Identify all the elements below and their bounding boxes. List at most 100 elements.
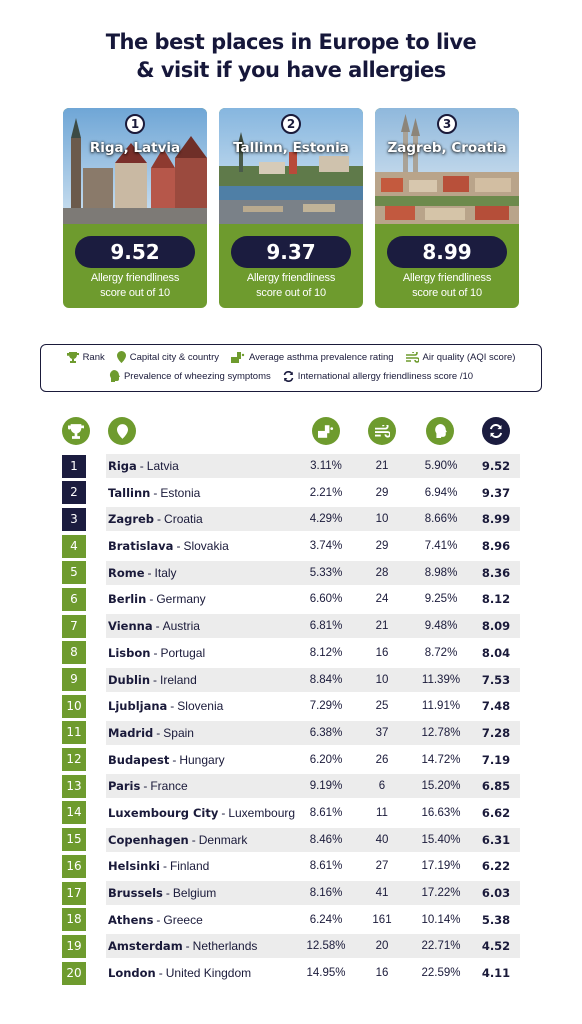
asthma-cell: 8.61% bbox=[309, 806, 343, 819]
place-cell: Budapest - Hungary bbox=[108, 747, 225, 773]
rank-badge: 3 bbox=[437, 114, 457, 134]
aqi-cell: 161 bbox=[372, 913, 392, 926]
separator: - bbox=[157, 512, 162, 527]
header-score bbox=[482, 417, 510, 445]
country-name: Croatia bbox=[164, 512, 203, 527]
wheeze-cell: 14.72% bbox=[421, 753, 461, 766]
legend-score-label: International allergy friendliness score… bbox=[297, 370, 474, 382]
asthma-cell: 6.20% bbox=[309, 753, 343, 766]
place-cell: Madrid - Spain bbox=[108, 720, 194, 746]
row-band bbox=[106, 934, 520, 959]
city-name: Madrid bbox=[108, 725, 154, 740]
legend-air-label: Air quality (AQI score) bbox=[422, 351, 516, 363]
table-row: 1 Riga - Latvia 3.11% 21 5.90% 9.52 bbox=[62, 453, 520, 480]
table-row: 3 Zagreb - Croatia 4.29% 10 8.66% 8.99 bbox=[62, 506, 520, 533]
score-cell: 6.31 bbox=[481, 832, 511, 847]
table-row: 15 Copenhagen - Denmark 8.46% 40 15.40% 6.31 bbox=[62, 827, 520, 854]
asthma-cell: 6.24% bbox=[309, 913, 343, 926]
country-name: Austria bbox=[162, 619, 200, 634]
separator: - bbox=[156, 725, 161, 740]
place-cell: Amsterdam - Netherlands bbox=[108, 933, 257, 959]
score-cell: 7.19 bbox=[481, 752, 511, 767]
wheeze-cell: 22.71% bbox=[421, 940, 461, 953]
place-cell: Lisbon - Portugal bbox=[108, 640, 205, 666]
city-name: Zagreb bbox=[108, 512, 155, 527]
score-cell: 9.37 bbox=[481, 485, 511, 500]
legend-air: Air quality (AQI score) bbox=[405, 351, 516, 363]
table-row: 14 Luxembourg City - Luxembourg 8.61% 11 16.63… bbox=[62, 800, 520, 827]
city-name: Bratislava bbox=[108, 539, 174, 554]
table-row: 18 Athens - Greece 6.24% 161 10.14% 5.38 bbox=[62, 907, 520, 934]
place-cell: London - United Kingdom bbox=[108, 960, 251, 986]
separator: - bbox=[147, 565, 152, 580]
table-row: 9 Dublin - Ireland 8.84% 10 11.39% 7.53 bbox=[62, 667, 520, 694]
header-rank bbox=[62, 417, 90, 445]
table-row: 16 Helsinki - Finland 8.61% 27 17.19% 6.22 bbox=[62, 853, 520, 880]
legend-asthma: Average asthma prevalence rating bbox=[230, 351, 394, 363]
city-name: Brussels bbox=[108, 886, 163, 900]
separator: - bbox=[221, 805, 226, 820]
rank-number: 11 bbox=[62, 721, 86, 745]
wheeze-cell: 9.25% bbox=[424, 593, 458, 606]
rank-badge: 1 bbox=[125, 114, 145, 134]
rank-number: 19 bbox=[62, 934, 86, 958]
wind-icon bbox=[405, 351, 419, 363]
separator: - bbox=[158, 966, 163, 981]
country-name: Greece bbox=[163, 912, 203, 927]
rank-number: 12 bbox=[62, 748, 86, 772]
inhaler-icon bbox=[230, 351, 245, 363]
aqi-cell: 24 bbox=[375, 593, 389, 606]
asthma-cell: 8.46% bbox=[309, 833, 343, 846]
city-name: Dublin bbox=[108, 672, 151, 687]
place-cell: Athens - Greece bbox=[108, 907, 203, 933]
place-cell: Brussels - Belgium bbox=[108, 880, 216, 906]
asthma-cell: 2.21% bbox=[309, 486, 343, 499]
wheeze-cell: 22.59% bbox=[421, 967, 461, 980]
top-card-1: 1 Riga, Latvia 9.52 Allergy friendliness… bbox=[63, 108, 207, 308]
aqi-cell: 26 bbox=[375, 753, 389, 766]
place-cell: Dublin - Ireland bbox=[108, 667, 197, 693]
city-photo-tallinn bbox=[219, 108, 363, 224]
country-name: Netherlands bbox=[192, 939, 258, 954]
top-card-2: 2 Tallinn, Estonia 9.37 Allergy friendli… bbox=[219, 108, 363, 308]
place-cell: Paris - France bbox=[108, 773, 188, 799]
aqi-cell: 28 bbox=[375, 566, 389, 579]
separator: - bbox=[162, 859, 167, 874]
row-band bbox=[106, 507, 520, 532]
asthma-cell: 7.29% bbox=[309, 700, 343, 713]
score-cell: 8.96 bbox=[481, 539, 511, 554]
aqi-cell: 21 bbox=[375, 460, 389, 472]
separator: - bbox=[165, 886, 170, 900]
header-capital bbox=[108, 417, 136, 445]
place-cell: Berlin - Germany bbox=[108, 586, 206, 612]
rank-number: 8 bbox=[62, 641, 86, 665]
score-caption: Allergy friendliness score out of 10 bbox=[63, 271, 207, 301]
aqi-cell: 11 bbox=[376, 806, 388, 819]
table-row: 4 Bratislava - Slovakia 3.74% 29 7.41% 8.96 bbox=[62, 533, 520, 560]
score-cell: 6.03 bbox=[481, 886, 511, 900]
score-cell: 8.12 bbox=[481, 592, 511, 607]
rank-number: 7 bbox=[62, 614, 86, 638]
country-name: Luxembourg bbox=[228, 805, 296, 820]
aqi-cell: 16 bbox=[375, 967, 389, 980]
separator: - bbox=[139, 459, 144, 473]
score-cell: 8.36 bbox=[481, 565, 511, 580]
asthma-cell: 8.84% bbox=[309, 673, 343, 686]
asthma-cell: 8.16% bbox=[309, 887, 343, 899]
aqi-cell: 40 bbox=[375, 833, 389, 846]
rank-number: 13 bbox=[62, 774, 86, 798]
rank-badge: 2 bbox=[281, 114, 301, 134]
inhaler-icon bbox=[318, 424, 334, 438]
place-cell: Zagreb - Croatia bbox=[108, 506, 203, 532]
rank-number: 9 bbox=[62, 668, 86, 691]
rank-number: 10 bbox=[62, 694, 86, 718]
top-card-3: 3 Zagreb, Croatia 8.99 Allergy friendlin… bbox=[375, 108, 519, 308]
separator: - bbox=[156, 912, 161, 927]
table-row: 6 Berlin - Germany 6.60% 24 9.25% 8.12 bbox=[62, 586, 520, 613]
score-cell: 6.85 bbox=[481, 779, 511, 794]
location-pin-icon bbox=[116, 423, 128, 439]
rank-number: 2 bbox=[62, 481, 86, 505]
city-name: Paris bbox=[108, 779, 141, 794]
asthma-cell: 3.74% bbox=[309, 540, 343, 553]
rank-number: 6 bbox=[62, 587, 86, 611]
